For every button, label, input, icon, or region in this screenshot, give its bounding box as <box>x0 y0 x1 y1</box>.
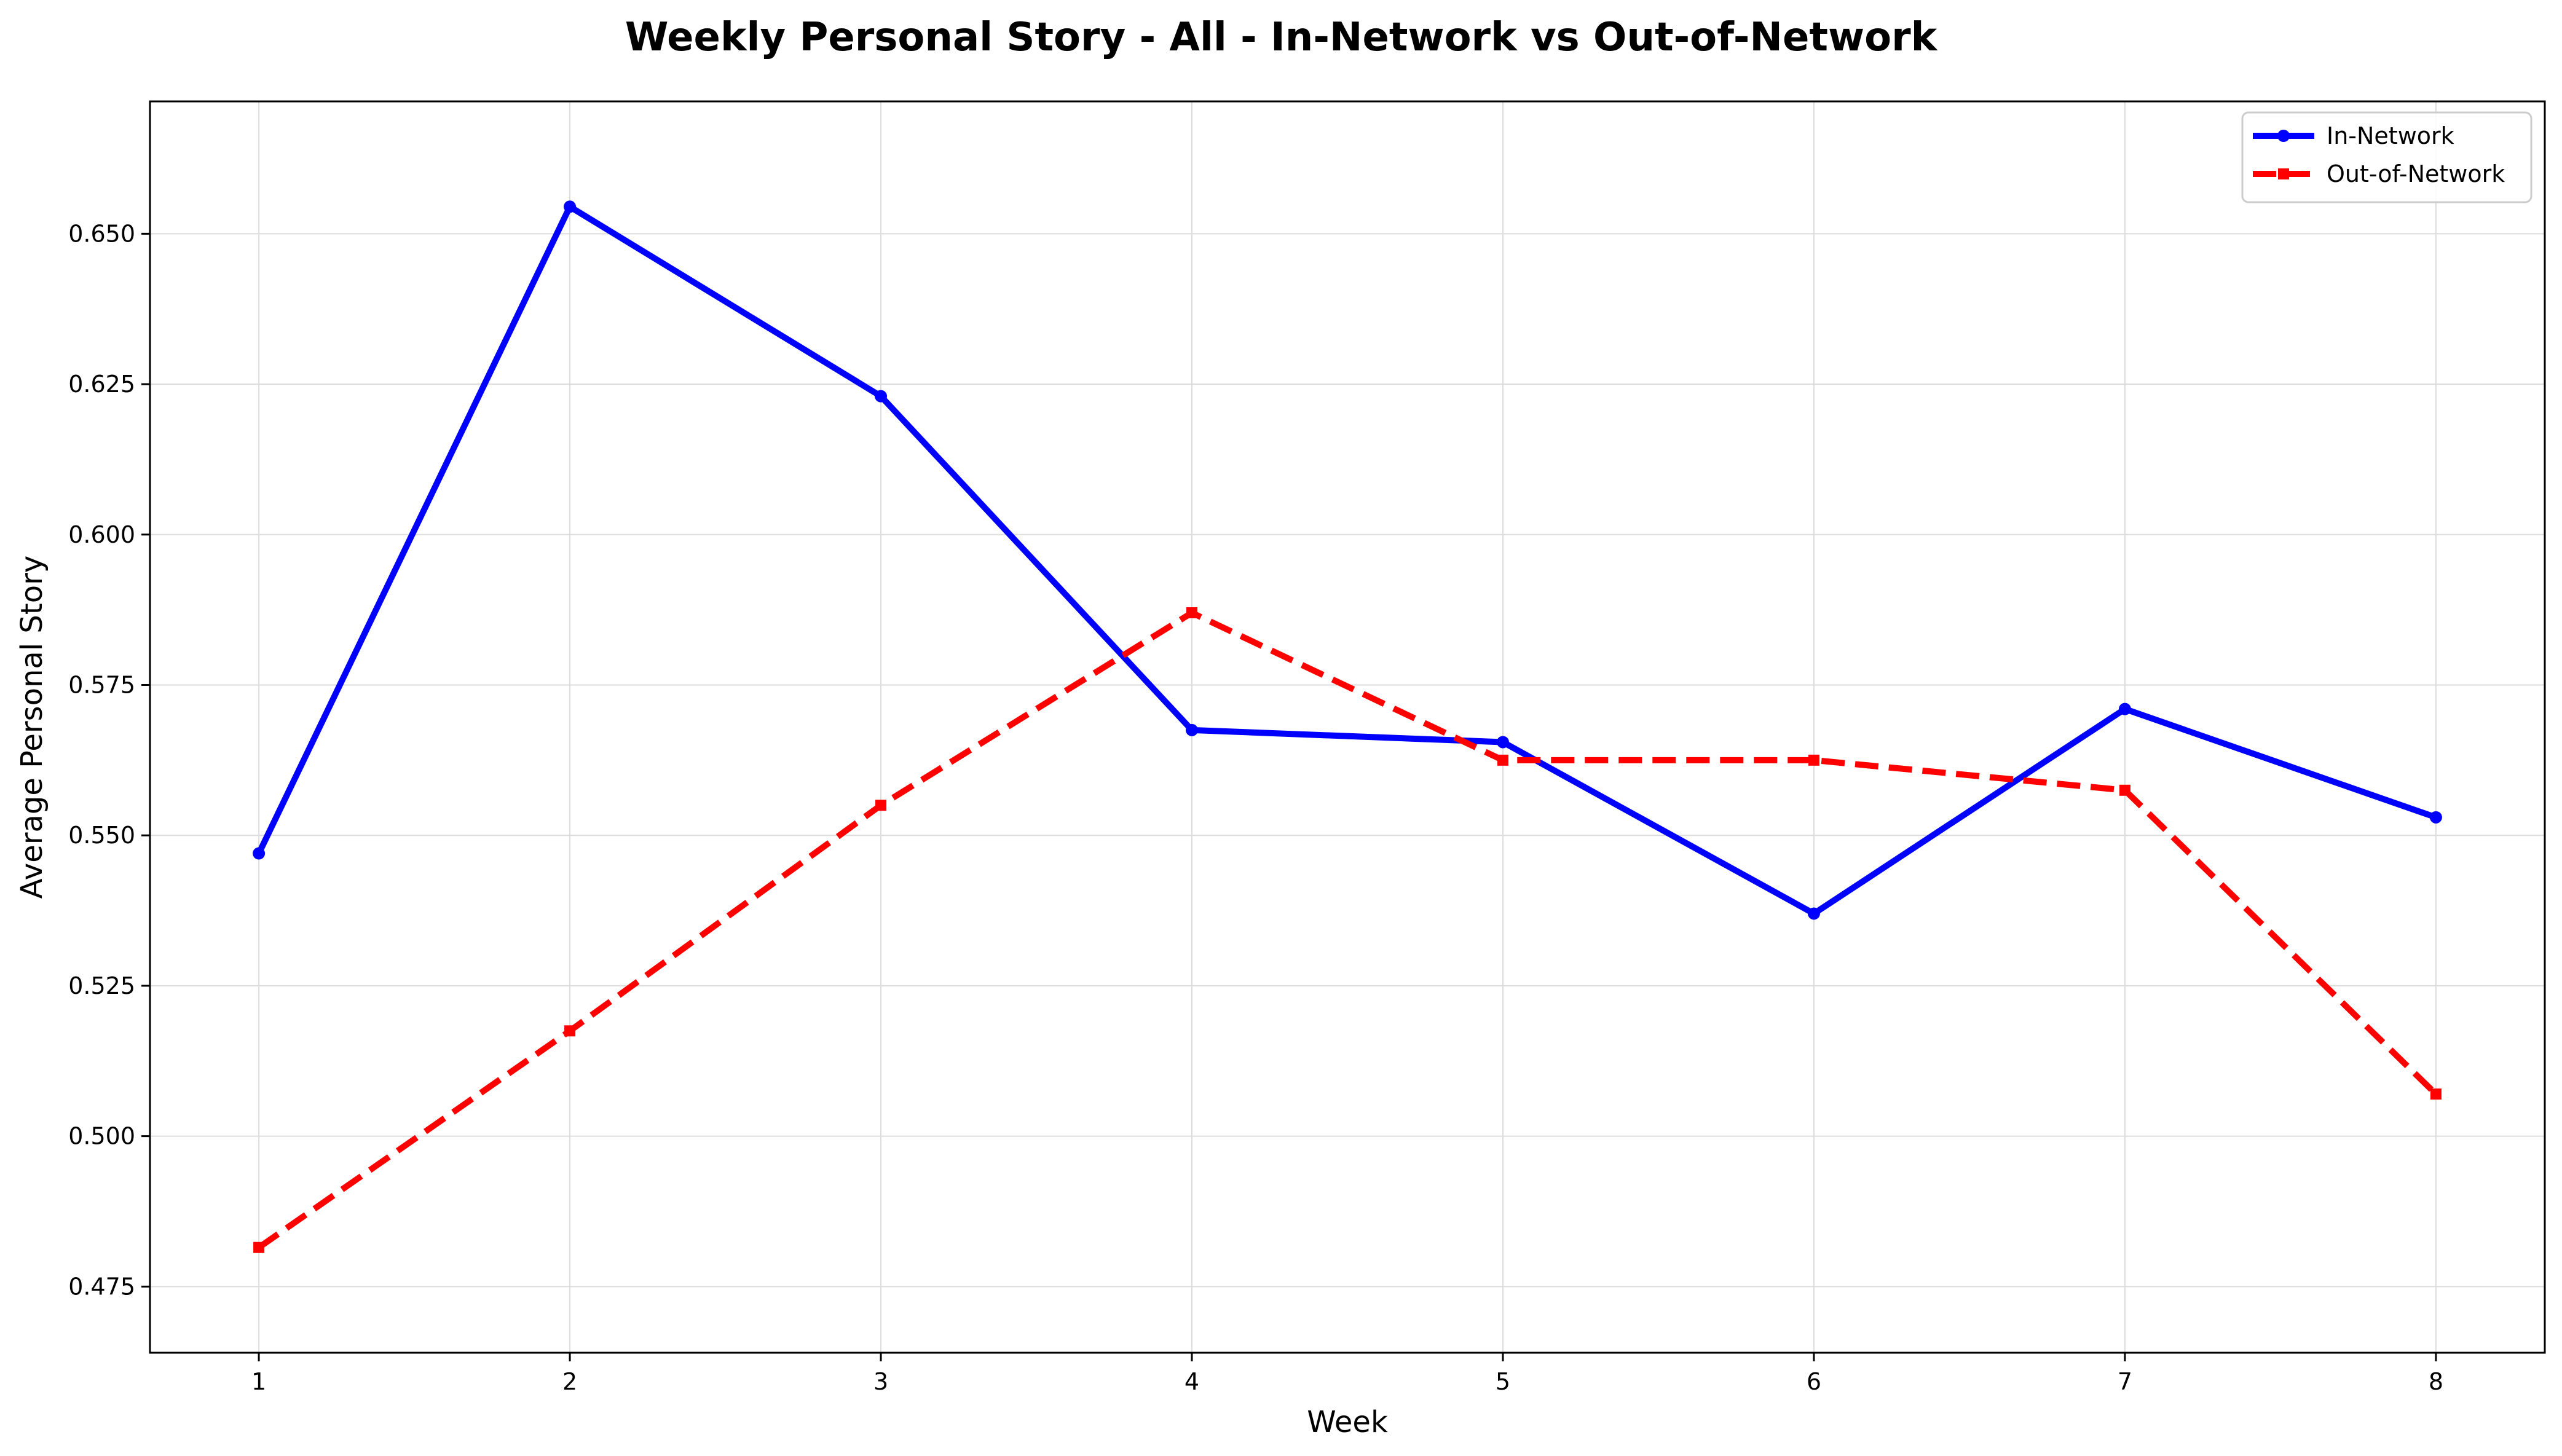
series-line <box>257 610 2438 1250</box>
y-tick-label: 0.600 <box>68 521 135 548</box>
data-point <box>1497 754 1508 766</box>
data-point <box>1496 736 1509 749</box>
chart-title: Weekly Personal Story - All - In-Network… <box>625 15 1938 60</box>
x-axis-label: Week <box>1307 1405 1388 1439</box>
x-tick-label: 6 <box>1807 1368 1821 1395</box>
x-axis-ticks: 1 2 3 4 5 6 7 8 <box>251 1353 2443 1395</box>
data-point <box>2430 1088 2442 1100</box>
legend-item: In-Network <box>2253 122 2454 149</box>
x-tick-label: 7 <box>2118 1368 2132 1395</box>
legend-box <box>2241 111 2532 203</box>
legend-label: Out-of-Network <box>2327 160 2505 187</box>
x-tick-label: 4 <box>1184 1368 1199 1395</box>
y-tick-label: 0.625 <box>68 371 135 398</box>
x-tick-label: 2 <box>562 1368 577 1395</box>
data-point <box>1808 754 1819 766</box>
y-axis-label: Average Personal Story <box>15 556 49 899</box>
legend: In-Network Out-of-Network <box>2241 111 2532 203</box>
legend-marker <box>2277 130 2290 142</box>
y-tick-label: 0.500 <box>68 1123 135 1150</box>
y-tick-label: 0.525 <box>68 972 135 999</box>
x-tick-label: 1 <box>251 1368 266 1395</box>
data-point <box>1186 607 1198 619</box>
legend-marker <box>2278 168 2289 179</box>
data-point <box>2118 702 2131 715</box>
data-point <box>253 1242 265 1253</box>
x-tick-label: 8 <box>2429 1368 2443 1395</box>
data-point <box>2119 784 2130 796</box>
data-point <box>1186 723 1199 736</box>
y-tick-label: 0.575 <box>68 671 135 698</box>
y-tick-label: 0.475 <box>68 1273 135 1300</box>
x-tick-label: 3 <box>873 1368 888 1395</box>
series-0 <box>253 200 2442 920</box>
y-axis-ticks: 0.475 0.500 0.525 0.550 0.575 0.600 0.625 0.650 <box>68 220 150 1300</box>
y-tick-label: 0.550 <box>68 822 135 849</box>
series-line <box>256 203 2439 917</box>
data-point <box>564 1025 576 1037</box>
data-point <box>2429 811 2442 824</box>
plot-area-frame <box>149 100 2546 1354</box>
data-point <box>564 200 577 213</box>
data-point <box>875 390 888 403</box>
y-tick-label: 0.650 <box>68 220 135 247</box>
series-1 <box>253 607 2442 1253</box>
data-point <box>875 800 887 811</box>
data-point <box>1807 907 1820 920</box>
legend-label: In-Network <box>2327 122 2454 149</box>
data-point <box>253 847 266 860</box>
series-layer <box>253 200 2442 1253</box>
x-tick-label: 5 <box>1496 1368 1510 1395</box>
legend-item: Out-of-Network <box>2253 160 2505 187</box>
